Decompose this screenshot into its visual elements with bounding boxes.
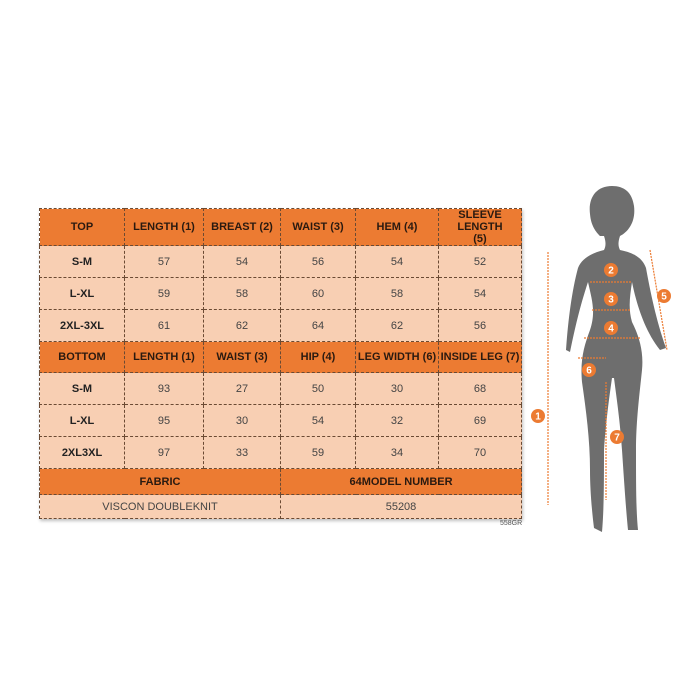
footer-value-row: VISCON DOUBLEKNIT 55208 xyxy=(39,494,522,519)
header-cell: SLEEVE LENGTH (5) xyxy=(438,208,522,246)
svg-text:5: 5 xyxy=(661,292,667,303)
header-cell: LEG WIDTH (6) xyxy=(355,341,439,373)
product-code: 558GR xyxy=(500,520,523,527)
value-cell: 54 xyxy=(280,404,356,437)
value-cell: 58 xyxy=(355,277,439,310)
size-cell: S-M xyxy=(39,245,125,278)
svg-text:2: 2 xyxy=(608,266,614,277)
value-cell: 58 xyxy=(203,277,281,310)
value-cell: 54 xyxy=(203,245,281,278)
value-cell: 97 xyxy=(124,436,204,469)
svg-text:6: 6 xyxy=(586,366,592,377)
model-number-label: 64MODEL NUMBER xyxy=(280,468,522,495)
silhouette-icon xyxy=(566,186,666,532)
measurement-marker-1: 1 xyxy=(531,409,545,423)
header-cell: BOTTOM xyxy=(39,341,125,373)
measurement-marker-6: 6 xyxy=(582,363,596,377)
value-cell: 30 xyxy=(203,404,281,437)
top-header-row: TOP LENGTH (1) BREAST (2) WAIST (3) HEM … xyxy=(39,208,522,246)
table-row: L-XL 95 30 54 32 69 xyxy=(39,404,522,437)
measurement-marker-5: 5 xyxy=(657,289,671,303)
size-cell: S-M xyxy=(39,372,125,405)
sleeve-arrow xyxy=(649,249,668,351)
size-cell: L-XL xyxy=(39,277,125,310)
value-cell: 54 xyxy=(438,277,522,310)
size-cell: 2XL3XL xyxy=(39,436,125,469)
header-cell: HEM (4) xyxy=(355,208,439,246)
bottom-header-row: BOTTOM LENGTH (1) WAIST (3) HIP (4) LEG … xyxy=(39,341,522,373)
measurement-marker-2: 2 xyxy=(604,263,618,277)
header-cell: LENGTH (1) xyxy=(124,341,204,373)
table-row: 2XL3XL 97 33 59 34 70 xyxy=(39,436,522,469)
table-row: L-XL 59 58 60 58 54 xyxy=(39,277,522,310)
value-cell: 52 xyxy=(438,245,522,278)
header-cell: INSIDE LEG (7) xyxy=(438,341,522,373)
model-number-value: 55208 xyxy=(280,494,522,519)
value-cell: 69 xyxy=(438,404,522,437)
value-cell: 34 xyxy=(355,436,439,469)
value-cell: 50 xyxy=(280,372,356,405)
svg-text:7: 7 xyxy=(614,433,620,444)
svg-text:4: 4 xyxy=(608,324,614,335)
header-cell: HIP (4) xyxy=(280,341,356,373)
value-cell: 56 xyxy=(438,309,522,342)
table-row: 2XL-3XL 61 62 64 62 56 xyxy=(39,309,522,342)
measurement-marker-3: 3 xyxy=(604,292,618,306)
value-cell: 93 xyxy=(124,372,204,405)
size-chart-table: TOP LENGTH (1) BREAST (2) WAIST (3) HEM … xyxy=(39,208,522,519)
measurement-marker-7: 7 xyxy=(610,430,624,444)
svg-text:3: 3 xyxy=(608,295,614,306)
fabric-value: VISCON DOUBLEKNIT xyxy=(39,494,281,519)
value-cell: 62 xyxy=(203,309,281,342)
value-cell: 27 xyxy=(203,372,281,405)
size-cell: L-XL xyxy=(39,404,125,437)
value-cell: 54 xyxy=(355,245,439,278)
value-cell: 32 xyxy=(355,404,439,437)
header-cell: WAIST (3) xyxy=(203,341,281,373)
svg-text:1: 1 xyxy=(535,412,541,423)
table-row: S-M 57 54 56 54 52 xyxy=(39,245,522,278)
value-cell: 95 xyxy=(124,404,204,437)
header-cell: TOP xyxy=(39,208,125,246)
value-cell: 59 xyxy=(124,277,204,310)
value-cell: 70 xyxy=(438,436,522,469)
measurement-marker-4: 4 xyxy=(604,321,618,335)
